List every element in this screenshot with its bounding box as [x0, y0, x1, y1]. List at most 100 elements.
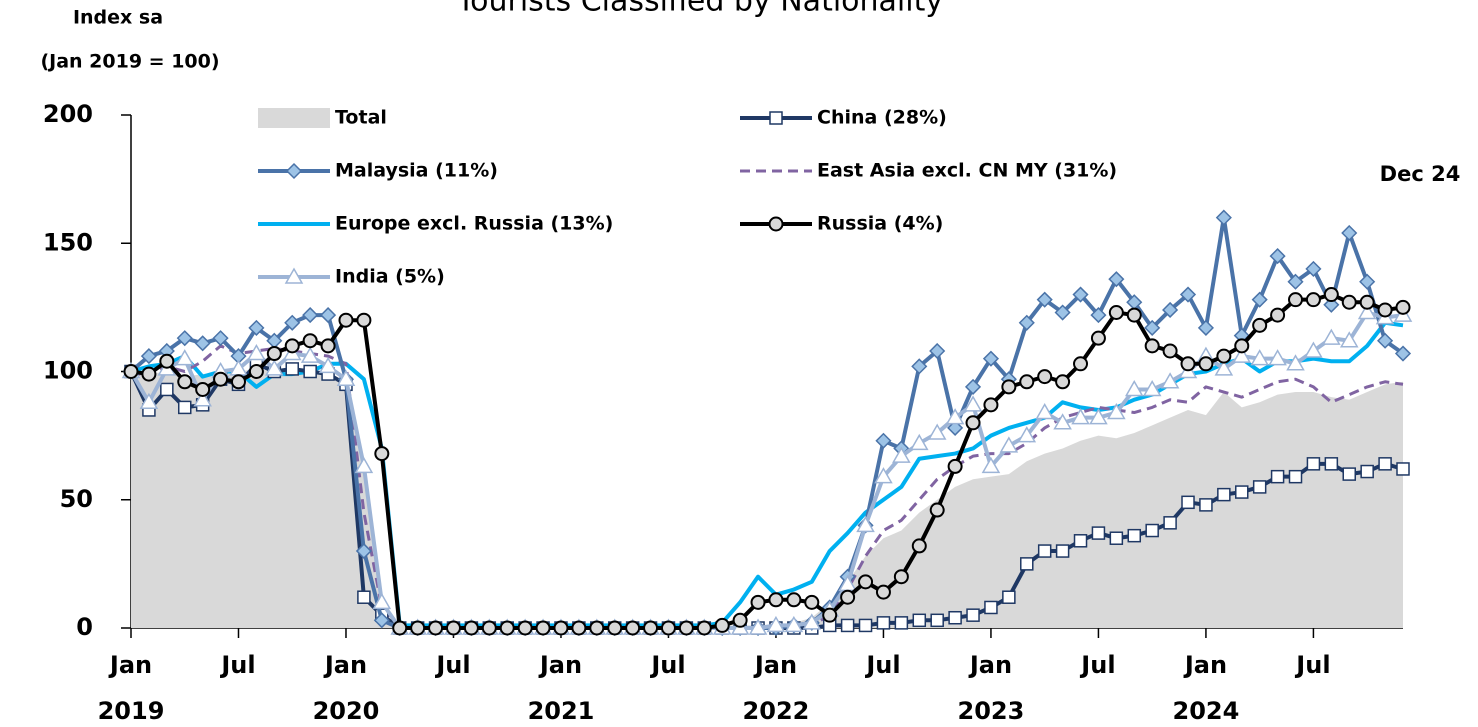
point — [1036, 291, 1053, 308]
point — [875, 584, 891, 600]
y-axis-label: (Jan 2019 = 100) — [40, 51, 219, 73]
point — [517, 620, 533, 636]
point — [1252, 317, 1268, 333]
point — [927, 423, 947, 440]
point — [1001, 379, 1017, 395]
point — [1035, 403, 1054, 420]
y-tick-label: 200 — [43, 100, 93, 128]
point — [858, 618, 873, 633]
point — [1341, 294, 1357, 310]
point — [212, 330, 229, 347]
point — [1073, 534, 1088, 548]
legend-label: Europe excl. Russia (13%) — [335, 213, 613, 235]
point — [1395, 299, 1411, 315]
point — [1019, 374, 1035, 390]
x-year-label: 2023 — [958, 697, 1025, 725]
point — [1250, 349, 1269, 366]
point — [963, 395, 983, 412]
point — [481, 620, 497, 636]
x-tick-label: Jul — [219, 651, 255, 679]
point — [248, 319, 265, 336]
point — [589, 620, 605, 636]
point — [999, 436, 1019, 453]
point — [911, 538, 927, 554]
point — [714, 617, 730, 633]
point — [1324, 457, 1339, 471]
point — [193, 390, 212, 407]
point — [302, 307, 319, 324]
point — [300, 346, 320, 363]
point — [893, 569, 909, 585]
point — [372, 592, 392, 610]
point — [947, 458, 963, 474]
x-year-label: 2021 — [528, 697, 595, 725]
y-axis-label: Index sa — [73, 7, 163, 29]
point — [1342, 467, 1357, 481]
point — [1020, 557, 1034, 571]
point — [875, 432, 892, 449]
legend-marker — [768, 216, 784, 232]
point — [1251, 291, 1268, 308]
x-tick-label: Jul — [434, 651, 470, 679]
point — [625, 620, 641, 636]
point — [392, 620, 408, 636]
point — [177, 374, 193, 390]
point — [1288, 292, 1304, 308]
point — [1339, 331, 1359, 348]
point — [784, 615, 804, 633]
point — [1180, 356, 1196, 372]
point — [822, 607, 838, 623]
point — [1017, 426, 1037, 443]
point — [159, 353, 175, 369]
point — [1216, 348, 1232, 364]
x-year-label: 2020 — [313, 697, 380, 725]
point — [750, 594, 766, 610]
point — [160, 382, 174, 397]
point — [1124, 379, 1144, 397]
point — [1357, 302, 1377, 320]
point — [892, 446, 911, 463]
point — [318, 356, 338, 374]
point — [1145, 523, 1159, 538]
point — [1090, 330, 1106, 346]
point — [266, 346, 282, 362]
point — [1377, 332, 1394, 349]
legend-label: East Asia excl. CN MY (31%) — [817, 160, 1117, 182]
x-tick-label: Jul — [1294, 651, 1330, 679]
y-tick-label: 150 — [43, 228, 93, 256]
point — [732, 612, 748, 628]
x-tick-label: Jan — [753, 651, 797, 679]
point — [1378, 457, 1392, 471]
point — [302, 333, 318, 349]
x-tick-label: Jan — [323, 651, 367, 679]
legend-label: India (5%) — [335, 266, 445, 288]
point — [1071, 408, 1090, 425]
point — [1305, 260, 1322, 277]
point — [1359, 294, 1375, 310]
y-tick-label: 100 — [43, 357, 93, 385]
point — [983, 397, 999, 413]
point — [1396, 462, 1410, 476]
point — [1055, 374, 1071, 390]
point — [499, 620, 515, 636]
point — [1199, 498, 1213, 512]
point — [768, 592, 784, 608]
point — [1072, 286, 1089, 303]
point — [876, 616, 891, 630]
point — [1073, 356, 1089, 372]
point — [1217, 487, 1231, 502]
x-tick-label: Jul — [864, 651, 900, 679]
point — [194, 335, 211, 352]
annotation: Dec 24 — [1380, 162, 1461, 186]
point — [1142, 379, 1162, 397]
x-year-label: 2024 — [1173, 697, 1240, 725]
point — [1198, 356, 1214, 372]
point — [1144, 338, 1160, 354]
point — [176, 330, 193, 347]
point — [947, 419, 964, 436]
point — [356, 312, 372, 328]
point — [1305, 292, 1321, 308]
point — [1235, 485, 1249, 499]
x-tick-label: Jul — [649, 651, 685, 679]
point — [303, 364, 317, 379]
